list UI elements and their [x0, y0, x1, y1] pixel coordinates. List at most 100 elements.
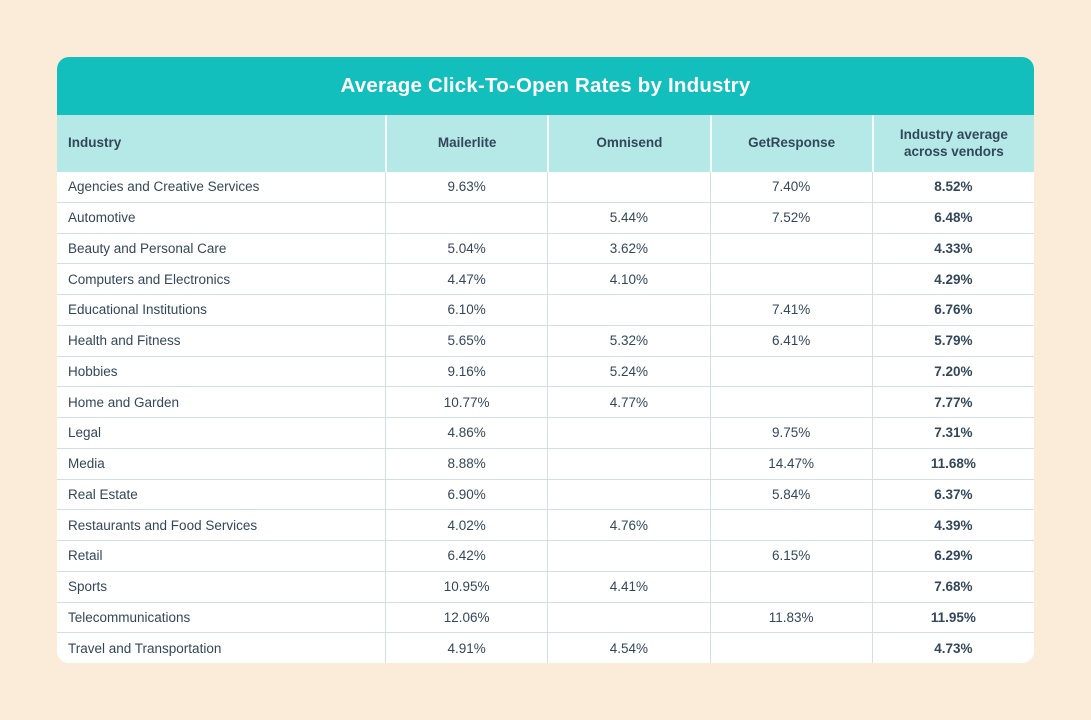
- getresponse-cell: [709, 264, 872, 294]
- mailerlite-cell: 12.06%: [385, 602, 547, 633]
- omnisend-cell: 5.24%: [547, 356, 709, 387]
- industry-cell: Agencies and Creative Services: [68, 179, 260, 195]
- table-title-bar: Average Click-To-Open Rates by Industry: [57, 57, 1034, 115]
- industry-cell: Beauty and Personal Care: [68, 240, 227, 256]
- getresponse-cell: 6.41%: [709, 325, 872, 356]
- table-row: Travel and Transportation 4.91% 4.54% 4.73%: [57, 632, 1034, 663]
- industry-cell: Legal: [68, 425, 102, 441]
- omnisend-cell: [547, 418, 709, 448]
- mailerlite-cell: 4.91%: [385, 633, 547, 663]
- industry-cell: Educational Institutions: [68, 302, 207, 318]
- industry-cell: Telecommunications: [68, 609, 191, 625]
- industry-cell: Travel and Transportation: [68, 640, 222, 656]
- getresponse-cell: [709, 356, 872, 387]
- omnisend-cell: 4.10%: [547, 264, 709, 294]
- table-row: Telecommunications 12.06% 11.83% 11.95%: [57, 601, 1034, 633]
- omnisend-cell: 3.62%: [547, 233, 709, 264]
- industry-cell: Computers and Electronics: [68, 271, 231, 287]
- industry-cell: Home and Garden: [68, 394, 180, 410]
- mailerlite-cell: 6.10%: [385, 295, 547, 325]
- omnisend-cell: [547, 448, 709, 479]
- table-row: Media 8.88% 14.47% 11.68%: [57, 447, 1034, 479]
- industry-cell: Retail: [68, 548, 103, 564]
- col-header-omnisend: Omnisend: [547, 115, 709, 172]
- getresponse-cell: [709, 571, 872, 602]
- col-header-industry: Industry: [68, 135, 122, 151]
- table-row: Home and Garden 10.77% 4.77% 7.77%: [57, 386, 1034, 417]
- mailerlite-cell: 9.63%: [385, 172, 547, 202]
- table-row: Beauty and Personal Care 5.04% 3.62% 4.33%: [57, 232, 1034, 264]
- mailerlite-cell: 5.04%: [385, 233, 547, 264]
- mailerlite-cell: 6.90%: [385, 479, 547, 510]
- table-row: Computers and Electronics 4.47% 4.10% 4.29%: [57, 263, 1034, 294]
- mailerlite-cell: 9.16%: [385, 356, 547, 387]
- average-cell: 6.76%: [871, 295, 1034, 325]
- average-cell: 7.68%: [871, 571, 1034, 602]
- table-body: Agencies and Creative Services 9.63% 7.40%…: [57, 172, 1034, 663]
- average-cell: 6.37%: [871, 479, 1034, 510]
- table-row: Restaurants and Food Services 4.02% 4.76% 4…: [57, 509, 1034, 540]
- table-row: Agencies and Creative Services 9.63% 7.40%…: [57, 172, 1034, 202]
- omnisend-cell: [547, 541, 709, 571]
- table-row: Automotive 5.44% 7.52% 6.48%: [57, 201, 1034, 233]
- average-cell: 5.79%: [871, 325, 1034, 356]
- omnisend-cell: 4.76%: [547, 510, 709, 540]
- mailerlite-cell: 10.77%: [385, 387, 547, 417]
- table-row: Health and Fitness 5.65% 5.32% 6.41% 5.79%: [57, 324, 1034, 356]
- getresponse-cell: [709, 387, 872, 417]
- omnisend-cell: 5.44%: [547, 202, 709, 233]
- mailerlite-cell: 4.47%: [385, 264, 547, 294]
- table-row: Real Estate 6.90% 5.84% 6.37%: [57, 478, 1034, 510]
- mailerlite-cell: 10.95%: [385, 571, 547, 602]
- industry-cell: Media: [68, 456, 105, 472]
- average-cell: 6.29%: [871, 541, 1034, 571]
- table-header-row: Industry Mailerlite Omnisend GetResponse…: [57, 115, 1034, 172]
- average-cell: 8.52%: [871, 172, 1034, 202]
- getresponse-cell: 6.15%: [709, 541, 872, 571]
- industry-cell: Hobbies: [68, 363, 118, 379]
- table-row: Educational Institutions 6.10% 7.41% 6.76%: [57, 294, 1034, 325]
- getresponse-cell: [709, 233, 872, 264]
- average-cell: 11.95%: [871, 602, 1034, 633]
- average-cell: 4.39%: [871, 510, 1034, 540]
- mailerlite-cell: 8.88%: [385, 448, 547, 479]
- col-header-mailerlite: Mailerlite: [385, 115, 547, 172]
- col-header-getresponse: GetResponse: [709, 115, 872, 172]
- getresponse-cell: 5.84%: [709, 479, 872, 510]
- getresponse-cell: 9.75%: [709, 418, 872, 448]
- getresponse-cell: 7.52%: [709, 202, 872, 233]
- omnisend-cell: [547, 295, 709, 325]
- omnisend-cell: [547, 602, 709, 633]
- getresponse-cell: 7.41%: [709, 295, 872, 325]
- mailerlite-cell: 6.42%: [385, 541, 547, 571]
- industry-cell: Restaurants and Food Services: [68, 517, 258, 533]
- col-header-industry-average: Industry average across vendors: [871, 115, 1034, 172]
- cto-rates-table-card: Average Click-To-Open Rates by Industry …: [57, 57, 1034, 663]
- omnisend-cell: 5.32%: [547, 325, 709, 356]
- getresponse-cell: 11.83%: [709, 602, 872, 633]
- mailerlite-cell: 4.02%: [385, 510, 547, 540]
- omnisend-cell: [547, 479, 709, 510]
- average-cell: 11.68%: [871, 448, 1034, 479]
- average-cell: 7.77%: [871, 387, 1034, 417]
- table-row: Retail 6.42% 6.15% 6.29%: [57, 540, 1034, 571]
- average-cell: 4.33%: [871, 233, 1034, 264]
- table-row: Hobbies 9.16% 5.24% 7.20%: [57, 355, 1034, 387]
- average-cell: 6.48%: [871, 202, 1034, 233]
- average-cell: 4.29%: [871, 264, 1034, 294]
- industry-cell: Automotive: [68, 210, 136, 226]
- mailerlite-cell: [385, 202, 547, 233]
- industry-cell: Health and Fitness: [68, 333, 181, 349]
- average-cell: 4.73%: [871, 633, 1034, 663]
- getresponse-cell: [709, 510, 872, 540]
- omnisend-cell: [547, 172, 709, 202]
- industry-cell: Sports: [68, 579, 108, 595]
- industry-cell: Real Estate: [68, 486, 138, 502]
- table-row: Legal 4.86% 9.75% 7.31%: [57, 417, 1034, 448]
- omnisend-cell: 4.77%: [547, 387, 709, 417]
- getresponse-cell: [709, 633, 872, 663]
- table-row: Sports 10.95% 4.41% 7.68%: [57, 570, 1034, 602]
- omnisend-cell: 4.41%: [547, 571, 709, 602]
- getresponse-cell: 14.47%: [709, 448, 872, 479]
- getresponse-cell: 7.40%: [709, 172, 872, 202]
